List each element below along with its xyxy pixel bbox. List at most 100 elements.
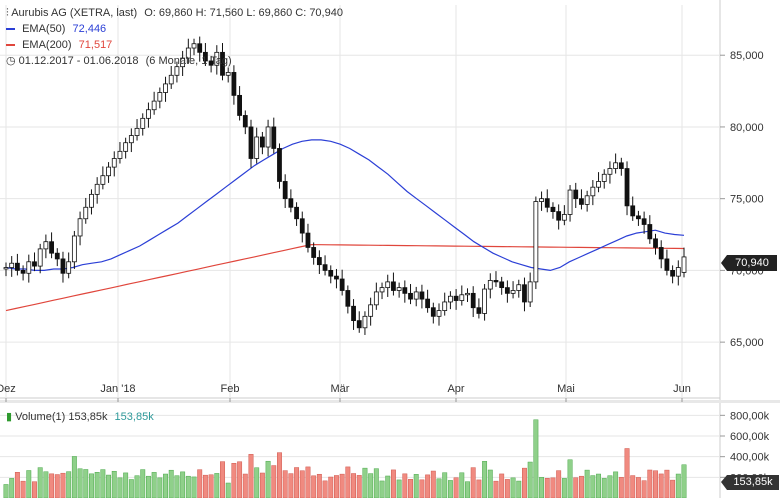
volume-bar	[618, 477, 624, 498]
candle-body	[128, 135, 134, 144]
volume-bar	[607, 475, 613, 498]
volume-bar	[379, 480, 385, 498]
candle-body	[208, 60, 214, 66]
candle-body	[362, 315, 368, 329]
candle-body	[675, 267, 681, 277]
candle-body	[146, 109, 151, 119]
volume-legend: ▮ Volume(1) 153,85k 153,85k	[6, 410, 154, 423]
candle-body	[544, 198, 550, 208]
x-tick-label: Mai	[557, 383, 575, 395]
volume-bar	[20, 480, 26, 498]
volume-bar	[66, 471, 72, 498]
candle-body	[288, 198, 294, 208]
chart-title-row: ⫶ Aurubis AG (XETRA, last) O: 69,860 H: …	[6, 6, 343, 20]
volume-bar	[202, 474, 208, 498]
volume-bar	[197, 469, 203, 498]
candle-body	[430, 307, 436, 317]
volume-bar	[208, 474, 214, 498]
ohlc-readout: O: 69,860 H: 71,560 L: 69,860 C: 70,940	[144, 7, 343, 19]
volume-bar	[670, 479, 676, 498]
candle-body	[487, 280, 493, 290]
volume-bar	[647, 469, 653, 498]
y-tick-label: 80,000	[730, 122, 764, 134]
candles	[3, 36, 687, 335]
volume-value-2: 153,85k	[114, 411, 154, 423]
volume-bar	[311, 475, 317, 498]
volume-bar	[106, 474, 112, 498]
candle-body	[174, 66, 180, 76]
candle-body	[123, 142, 129, 152]
volume-bar	[408, 479, 413, 498]
candle-body	[37, 248, 43, 267]
candle-body	[20, 270, 26, 274]
volume-bar	[248, 454, 254, 498]
volume-bar	[396, 479, 402, 498]
ema50-swatch	[6, 28, 15, 31]
x-tick-label: Jun	[673, 383, 691, 395]
ema50-label: EMA(50)	[22, 23, 66, 35]
ema200-polyline	[5, 243, 685, 312]
ema50-line	[5, 139, 685, 272]
volume-bar	[373, 468, 379, 498]
x-axis-ticks: Dez Jan '18 Feb Mär Apr Mai Jun	[0, 383, 691, 402]
candle-body	[402, 287, 408, 294]
candle-body	[106, 166, 111, 177]
candle-body	[185, 47, 191, 59]
volume-bar	[259, 472, 265, 498]
candle-body	[567, 189, 573, 215]
volume-bar	[470, 467, 476, 498]
volume-bar	[220, 461, 225, 498]
volume-bar	[567, 459, 573, 498]
volume-bar	[9, 478, 15, 498]
candle-body	[60, 258, 66, 274]
volume-bar	[328, 476, 334, 498]
candle-body	[647, 224, 653, 240]
candle-body	[522, 284, 527, 303]
candle-body	[459, 294, 465, 301]
volume-bar	[237, 461, 243, 498]
volume-bar	[89, 473, 94, 498]
x-tick-label: Apr	[447, 383, 464, 395]
volume-bar	[100, 469, 106, 498]
volume-bar	[482, 461, 488, 498]
last-volume-tag: 153,85k	[721, 475, 779, 490]
candle-body	[9, 262, 15, 268]
candle-body	[379, 287, 385, 293]
volume-bar	[180, 471, 186, 498]
candle-body	[658, 247, 664, 260]
candle-body	[66, 261, 72, 274]
candle-body	[584, 195, 590, 205]
volume-bar	[83, 469, 89, 498]
candle-body	[681, 256, 687, 273]
candle-body	[550, 206, 556, 212]
volume-bar	[14, 472, 20, 498]
candle-body	[265, 126, 271, 148]
candle-body	[539, 198, 544, 202]
candle-body	[259, 136, 265, 148]
candle-body	[607, 168, 613, 175]
candle-body	[89, 193, 94, 208]
volume-bar	[123, 472, 129, 498]
candle-body	[180, 57, 186, 68]
candle-body	[49, 241, 54, 254]
ema200-label: EMA(200)	[22, 39, 72, 51]
candle-body	[442, 301, 448, 311]
volume-bar	[499, 473, 505, 498]
volume-bar	[214, 473, 220, 498]
volume-tick-label: 600,00k	[730, 431, 770, 443]
last-price-tag: 70,940	[721, 255, 777, 271]
volume-bar	[168, 469, 174, 498]
range-legend: ◷ 01.12.2017 - 01.06.2018 (6 Monate, 1 T…	[6, 54, 232, 68]
y-tick-label: 65,000	[730, 337, 764, 349]
volume-bar	[425, 474, 431, 498]
candle-body	[590, 186, 596, 197]
volume-bar	[413, 474, 419, 498]
candle-body	[596, 181, 601, 188]
candle-body	[636, 215, 641, 220]
volume-bar	[419, 479, 425, 498]
candle-body	[316, 257, 322, 266]
candle-body	[601, 173, 607, 182]
x-tick-label: Jan '18	[100, 383, 135, 395]
candle-body	[664, 258, 670, 271]
